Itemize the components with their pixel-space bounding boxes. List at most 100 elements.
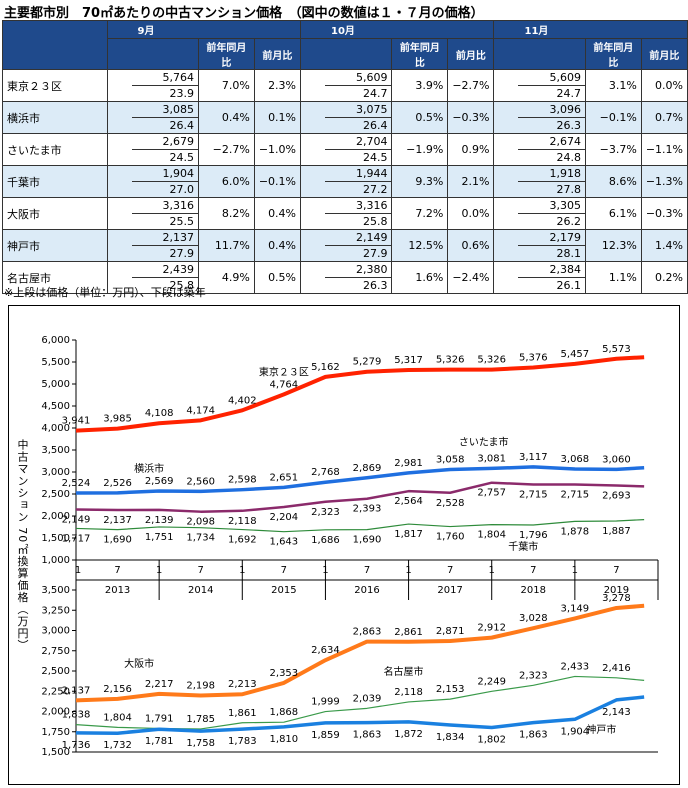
- data-label: 2,353: [270, 668, 299, 679]
- data-label: 1,838: [62, 710, 91, 721]
- data-label: 2,871: [436, 626, 465, 637]
- price: 1,904: [131, 166, 199, 182]
- yoy-change: 7.0%: [198, 69, 255, 102]
- mom-change: −0.1%: [253, 165, 302, 198]
- x-tick-label: 1: [75, 565, 81, 576]
- data-label: 2,153: [436, 684, 465, 695]
- building-age: 27.9: [169, 247, 195, 260]
- data-row: 東京２３区 5,764 23.9 7.0% 2.3% 5,609 24.7 3.9% −2.7%…: [2, 69, 688, 102]
- series-name: 東京２３区: [259, 365, 309, 378]
- subheader: 前年同月比: [391, 38, 449, 70]
- series-name: 大阪市: [124, 657, 154, 670]
- data-label: 2,118: [228, 516, 257, 527]
- yoy-change: 1.1%: [584, 261, 642, 294]
- series-name: 千葉市: [508, 540, 538, 553]
- data-label: 1,736: [62, 740, 91, 751]
- data-label: 3,028: [519, 613, 548, 624]
- mom-change: 0.4%: [253, 229, 302, 262]
- yoy-change: 4.9%: [198, 261, 255, 294]
- subheader: 前年同月比: [584, 38, 642, 70]
- data-label: 5,326: [477, 355, 506, 366]
- data-label: 1,732: [103, 740, 132, 751]
- price-cell: 3,316 25.8: [300, 197, 393, 230]
- y-tick-label: 3,250: [41, 605, 70, 616]
- data-label: 2,757: [477, 488, 506, 499]
- data-label: 2,217: [145, 679, 174, 690]
- yoy-change: 9.3%: [391, 165, 449, 198]
- data-label: 2,139: [145, 515, 174, 526]
- city: さいたま市: [2, 133, 108, 166]
- data-label: 1,904: [561, 726, 590, 737]
- year-label: 2013: [105, 585, 130, 596]
- building-age: 26.3: [556, 119, 581, 132]
- header-cell: [493, 38, 586, 70]
- data-label: 4,174: [186, 405, 215, 416]
- data-label: 1,717: [62, 533, 91, 544]
- building-age: 24.7: [362, 87, 388, 100]
- price-cell: 5,609 24.7: [300, 69, 393, 102]
- data-label: 2,569: [145, 476, 174, 487]
- data-label: 1,859: [311, 730, 340, 741]
- series-name: さいたま市: [459, 436, 509, 449]
- mom-change: 1.4%: [640, 229, 688, 262]
- data-label: 5,162: [311, 362, 340, 373]
- price: 2,704: [325, 134, 392, 150]
- data-label: 2,768: [311, 467, 340, 478]
- x-tick-label: 7: [530, 565, 536, 576]
- series-name: 神戸市: [586, 723, 616, 736]
- price-cell: 3,085 26.4: [106, 101, 200, 134]
- line-series: [75, 465, 645, 495]
- price: 2,679: [131, 134, 199, 150]
- mom-change: −0.3%: [447, 101, 495, 134]
- price-table: 9月 10月 11月 前年同月比 前月比 前年同月比 前月比 前年同月比 前月比 東京２３区 5,7…: [2, 20, 688, 294]
- y-tick-label: 3,500: [41, 445, 70, 456]
- city: 大阪市: [2, 197, 108, 230]
- data-label: 1,863: [353, 730, 382, 741]
- mom-change: −1.0%: [253, 133, 302, 166]
- price: 3,085: [131, 102, 199, 118]
- mom-change: −2.4%: [447, 261, 495, 294]
- price-cell: 3,096 26.3: [493, 101, 586, 134]
- data-row: 千葉市 1,904 27.0 6.0% −0.1% 1,944 27.2 9.3% 2.1% 1,…: [2, 165, 688, 198]
- data-label: 1,861: [228, 708, 257, 719]
- building-age: 23.9: [169, 87, 195, 100]
- yoy-change: −1.9%: [391, 133, 449, 166]
- data-label: 2,869: [353, 463, 382, 474]
- price: 2,384: [518, 262, 585, 278]
- price: 2,179: [518, 230, 585, 246]
- data-label: 2,098: [186, 517, 215, 528]
- building-age: 28.1: [556, 247, 581, 260]
- subheader: 前月比: [640, 38, 688, 70]
- price: 1,918: [518, 166, 585, 182]
- y-axis-title: 中古マンション 70㎡換算価格（万円）: [16, 438, 29, 651]
- data-label: 2,249: [477, 676, 506, 687]
- y-tick-label: 5,000: [41, 379, 70, 390]
- city: 名古屋市: [2, 261, 108, 294]
- data-label: 2,118: [394, 687, 423, 698]
- data-label: 3,081: [477, 453, 506, 464]
- city: 千葉市: [2, 165, 108, 198]
- data-label: 1,690: [103, 535, 132, 546]
- price-cell: 2,679 24.5: [106, 133, 200, 166]
- yoy-change: 12.5%: [391, 229, 449, 262]
- data-label: 2,528: [436, 498, 465, 509]
- data-row: 横浜市 3,085 26.4 0.4% 0.1% 3,075 26.4 0.5% −0.3% 3,…: [2, 101, 688, 134]
- building-age: 26.4: [169, 119, 195, 132]
- data-row: 神戸市 2,137 27.9 11.7% 0.4% 2,149 27.9 12.5% 0.6% 2…: [2, 229, 688, 262]
- data-label: 5,457: [561, 349, 590, 360]
- data-label: 2,598: [228, 475, 257, 486]
- price-cell: 1,904 27.0: [106, 165, 200, 198]
- line-series: [75, 355, 645, 433]
- building-age: 26.2: [556, 215, 581, 228]
- data-label: 3,117: [519, 452, 548, 463]
- month-header: 9月: [106, 20, 302, 39]
- mom-change: −1.1%: [640, 133, 688, 166]
- data-label: 1,760: [436, 532, 465, 543]
- building-age: 26.1: [556, 279, 581, 292]
- mom-change: 0.1%: [253, 101, 302, 134]
- price-cell: 2,149 27.9: [300, 229, 393, 262]
- data-label: 5,573: [602, 344, 631, 355]
- building-age: 25.8: [362, 215, 388, 228]
- year-label: 2017: [437, 585, 462, 596]
- header-row: 9月 10月 11月: [2, 20, 688, 70]
